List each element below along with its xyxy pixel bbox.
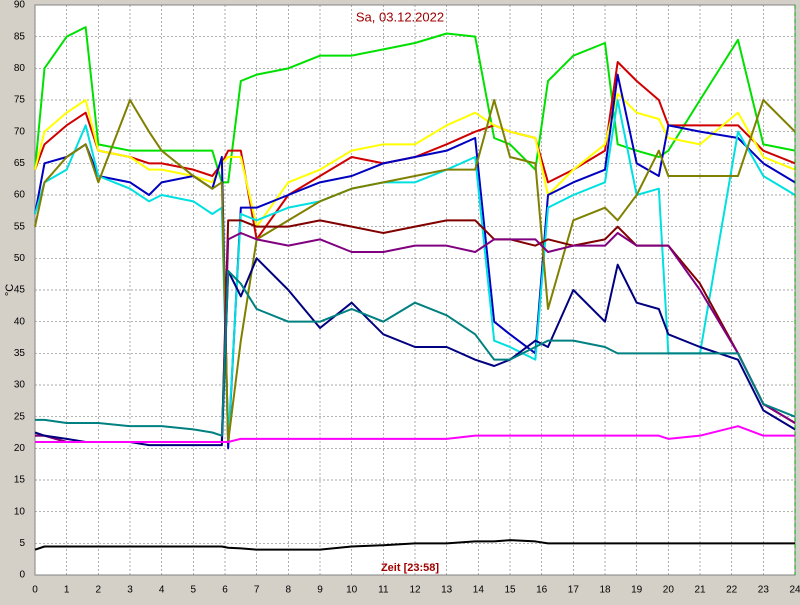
y-tick-label: 5: [19, 538, 25, 549]
x-tick-label: 20: [663, 585, 675, 596]
series-line: [34, 257, 796, 447]
x-tick-label: 19: [631, 585, 643, 596]
y-tick-label: 85: [14, 31, 26, 42]
x-axis-label: Zeit [23:58]: [381, 562, 439, 574]
y-tick-label: 65: [14, 158, 26, 169]
x-tick-label: 18: [599, 585, 611, 596]
y-tick-label: 45: [14, 285, 26, 296]
x-tick-label: 9: [317, 585, 323, 596]
x-tick-label: 21: [694, 585, 706, 596]
x-tick-label: 5: [191, 585, 197, 596]
y-tick-label: 90: [14, 0, 26, 11]
x-tick-label: 6: [222, 585, 228, 596]
x-tick-label: 1: [64, 585, 70, 596]
y-tick-label: 50: [14, 253, 26, 264]
y-tick-label: 70: [14, 126, 26, 137]
x-tick-label: 15: [504, 585, 516, 596]
series-line: [34, 99, 796, 443]
x-tick-label: 10: [346, 585, 358, 596]
x-tick-label: 7: [254, 585, 260, 596]
x-tick-label: 16: [536, 585, 548, 596]
x-tick-label: 8: [286, 585, 292, 596]
y-axis-label: °C: [4, 284, 16, 296]
series-line: [35, 425, 795, 443]
x-tick-label: 24: [789, 585, 800, 596]
series-line: [34, 26, 796, 184]
chart-title: Sa, 03.12.2022: [356, 9, 444, 24]
y-tick-label: 0: [19, 570, 25, 581]
x-tick-label: 2: [96, 585, 102, 596]
y-tick-label: 25: [14, 411, 26, 422]
y-tick-label: 15: [14, 475, 26, 486]
x-tick-label: 17: [568, 585, 580, 596]
y-tick-label: 30: [14, 380, 26, 391]
x-tick-label: 12: [409, 585, 421, 596]
x-tick-label: 3: [127, 585, 133, 596]
x-tick-label: 4: [159, 585, 165, 596]
series-line: [35, 270, 796, 437]
y-tick-label: 35: [14, 348, 26, 359]
series-line: [34, 92, 796, 228]
x-tick-label: 22: [726, 585, 738, 596]
x-tick-label: 13: [441, 585, 453, 596]
series-line: [34, 539, 795, 551]
y-tick-label: 80: [14, 63, 26, 74]
y-tick-label: 55: [14, 221, 26, 232]
y-tick-label: 20: [14, 443, 26, 454]
x-tick-label: 14: [473, 585, 485, 596]
series-line: [34, 73, 796, 450]
y-tick-label: 60: [14, 190, 26, 201]
x-tick-label: 11: [378, 585, 389, 596]
x-tick-label: 0: [32, 585, 38, 596]
x-tick-label: 23: [758, 585, 770, 596]
y-tick-label: 10: [14, 506, 26, 517]
y-tick-label: 40: [14, 316, 26, 327]
y-tick-label: 75: [14, 95, 26, 106]
